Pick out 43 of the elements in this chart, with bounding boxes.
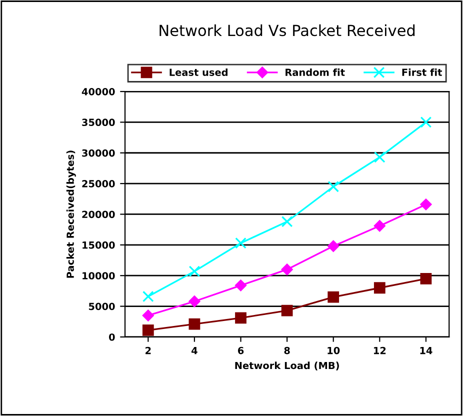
point — [281, 216, 293, 228]
point — [235, 237, 246, 249]
point — [420, 272, 432, 284]
x-axis-title: Network Load (MB) — [235, 362, 339, 370]
x-tick-label: 6 — [238, 346, 244, 354]
y-tick-label: 15000 — [82, 241, 115, 249]
point — [328, 180, 340, 192]
point — [420, 198, 432, 210]
point — [328, 240, 340, 252]
x-tick-label: 2 — [146, 346, 151, 354]
point — [142, 290, 154, 302]
y-tick-label: 40000 — [82, 88, 115, 96]
x-tick-label: 12 — [374, 346, 386, 354]
y-tick-label: 30000 — [82, 149, 115, 157]
x-tick-label: 8 — [284, 346, 290, 354]
point — [281, 304, 293, 316]
point — [235, 312, 246, 324]
chart-title: Network Load Vs Packet Received — [160, 24, 415, 36]
point — [235, 280, 247, 292]
point — [188, 266, 200, 277]
point — [374, 220, 386, 232]
x-tick-label: 14 — [420, 346, 432, 354]
y-tick-label: 5000 — [88, 302, 115, 310]
legend-label: Random fit — [286, 68, 345, 76]
y-tick-label: 20000 — [82, 210, 115, 218]
x-tick-label: 10 — [328, 346, 340, 354]
y-tick-label: 25000 — [82, 180, 115, 188]
point — [374, 282, 386, 294]
point — [328, 291, 340, 303]
legend-label: Least used — [170, 68, 228, 76]
point — [142, 324, 154, 336]
legend-label: First fit — [402, 68, 442, 76]
point — [374, 151, 386, 163]
x-tick-label: 4 — [192, 346, 198, 354]
point — [281, 264, 293, 276]
y-tick-label: 35000 — [82, 118, 115, 126]
point — [420, 116, 432, 128]
point — [188, 296, 200, 308]
y-axis-title: Packet Received(bytes) — [66, 150, 76, 278]
point — [188, 318, 200, 330]
y-tick-label: 0 — [108, 333, 115, 341]
y-tick-label: 10000 — [82, 272, 115, 280]
point — [142, 310, 154, 322]
